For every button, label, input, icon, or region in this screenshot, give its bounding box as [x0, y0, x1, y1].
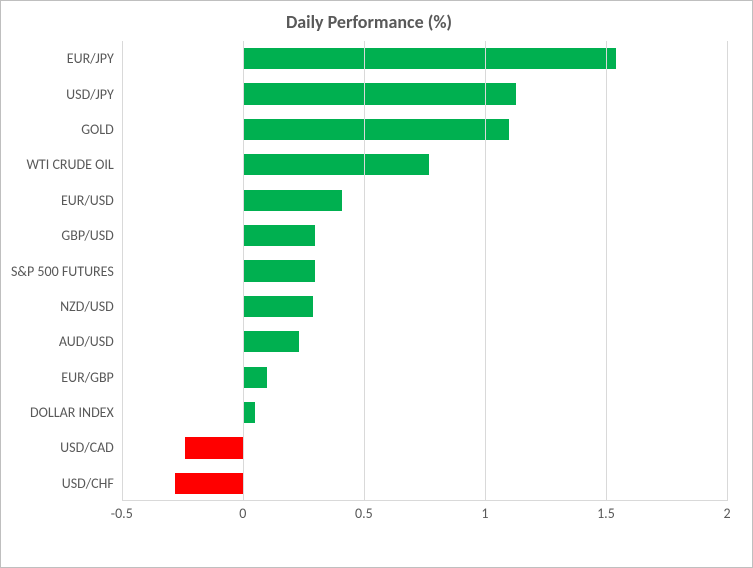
bar: [243, 83, 517, 104]
bar: [243, 119, 509, 140]
y-axis-label: DOLLAR INDEX: [11, 395, 114, 430]
y-axis-label: EUR/GBP: [11, 360, 114, 395]
x-axis-tick-label: 0: [239, 505, 246, 522]
chart-title: Daily Performance (%): [11, 11, 727, 33]
x-axis-tick-label: 0.5: [355, 505, 373, 522]
bar-slot: [122, 112, 727, 147]
y-axis-labels: EUR/JPYUSD/JPYGOLDWTI CRUDE OILEUR/USDGB…: [11, 41, 122, 501]
y-axis-label: S&P 500 FUTURES: [11, 253, 114, 288]
y-axis-label: USD/CAD: [11, 430, 114, 465]
bar: [243, 48, 616, 69]
x-axis-tick-label: 1: [481, 505, 488, 522]
bar: [243, 331, 299, 352]
y-axis-label: USD/CHF: [11, 466, 114, 501]
bar: [243, 260, 316, 281]
y-axis-label: WTI CRUDE OIL: [11, 147, 114, 182]
y-axis-label: USD/JPY: [11, 76, 114, 111]
y-axis-label: AUD/USD: [11, 324, 114, 359]
bar-slot: [122, 289, 727, 324]
bar-slot: [122, 430, 727, 465]
bar: [243, 296, 313, 317]
bar-slot: [122, 360, 727, 395]
bar: [243, 367, 267, 388]
y-axis-label: GOLD: [11, 112, 114, 147]
bar-slot: [122, 395, 727, 430]
bar: [243, 154, 429, 175]
bars-region: -0.500.511.52: [122, 41, 727, 501]
x-axis-ticks: -0.500.511.52: [122, 501, 727, 526]
chart-container: Daily Performance (%) EUR/JPYUSD/JPYGOLD…: [0, 0, 753, 568]
gridline: [122, 41, 123, 501]
gridline: [727, 41, 728, 501]
bar-slot: [122, 147, 727, 182]
bar: [243, 190, 342, 211]
y-axis-label: GBP/USD: [11, 218, 114, 253]
y-axis-label: EUR/JPY: [11, 41, 114, 76]
bar: [185, 437, 243, 458]
gridline: [243, 41, 244, 501]
y-axis-label: NZD/USD: [11, 289, 114, 324]
bar-slot: [122, 183, 727, 218]
x-axis-tick-label: 1.5: [597, 505, 615, 522]
gridline: [485, 41, 486, 501]
bars-column: [122, 41, 727, 501]
bar-slot: [122, 466, 727, 501]
x-axis-tick-label: -0.5: [111, 505, 133, 522]
bar-slot: [122, 218, 727, 253]
gridline: [364, 41, 365, 501]
y-axis-label: EUR/USD: [11, 183, 114, 218]
bar: [243, 402, 255, 423]
bar: [243, 225, 316, 246]
x-axis-tick-label: 2: [723, 505, 730, 522]
bar-slot: [122, 76, 727, 111]
bar-slot: [122, 41, 727, 76]
bar: [175, 473, 243, 494]
gridline: [606, 41, 607, 501]
bar-slot: [122, 324, 727, 359]
plot-area: EUR/JPYUSD/JPYGOLDWTI CRUDE OILEUR/USDGB…: [11, 41, 727, 531]
bar-slot: [122, 253, 727, 288]
